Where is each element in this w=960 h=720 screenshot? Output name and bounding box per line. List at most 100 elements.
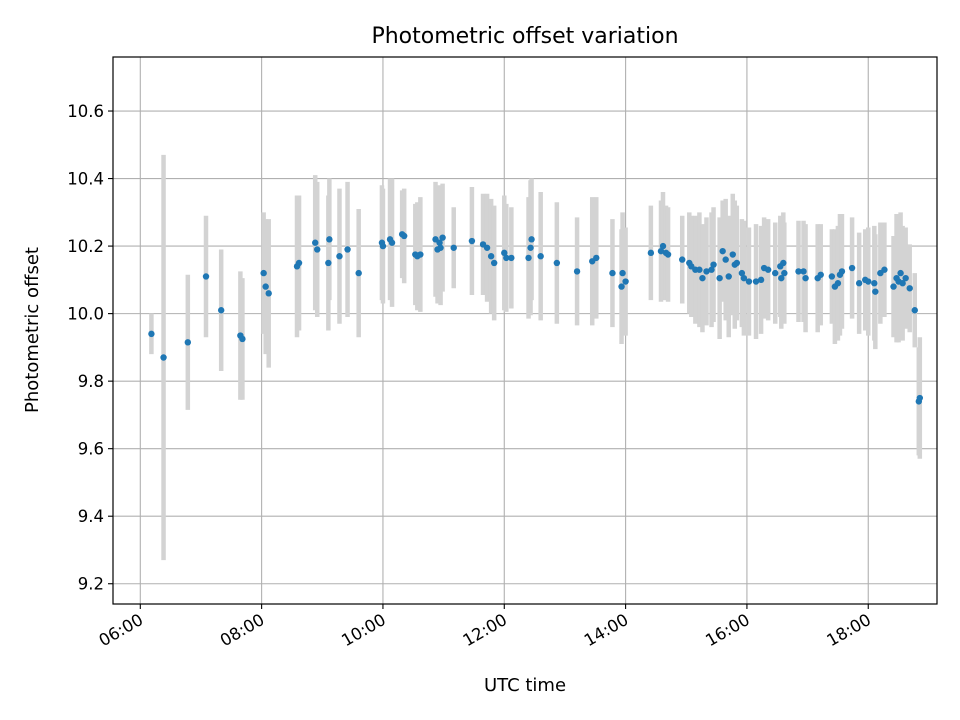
data-point (708, 266, 715, 273)
data-point (911, 307, 918, 314)
data-points (148, 231, 924, 405)
data-point (439, 234, 446, 241)
data-point (722, 256, 729, 263)
data-point (778, 274, 785, 282)
data-point (916, 394, 924, 402)
data-point (417, 251, 424, 258)
data-point (148, 330, 155, 338)
data-point (802, 274, 809, 282)
plot-frame (112, 56, 938, 605)
data-point (906, 285, 913, 292)
data-point (800, 268, 807, 275)
data-point (468, 237, 476, 245)
data-point (260, 269, 267, 277)
y-tick-label: 10.0 (67, 305, 104, 324)
data-point (184, 339, 192, 346)
data-point (719, 247, 726, 255)
data-point (483, 244, 491, 251)
data-point (817, 271, 824, 278)
data-point (487, 253, 495, 260)
data-point (437, 244, 444, 251)
data-point (871, 280, 878, 287)
data-point (657, 247, 665, 255)
data-point (379, 242, 387, 250)
data-point (828, 273, 836, 280)
data-point (528, 236, 535, 243)
data-point (573, 268, 581, 275)
data-point (679, 256, 686, 263)
data-point (326, 236, 333, 243)
y-tick-label: 10.4 (67, 170, 104, 189)
data-point (716, 274, 723, 282)
data-point (733, 259, 741, 267)
data-point (262, 283, 269, 290)
data-point (202, 273, 210, 280)
data-point (450, 244, 457, 251)
data-point (619, 269, 626, 277)
data-point (899, 280, 906, 287)
data-point (622, 278, 629, 285)
data-point (752, 278, 760, 285)
data-point (764, 266, 772, 273)
data-point (696, 266, 703, 273)
data-point (508, 254, 515, 262)
data-point (699, 274, 706, 282)
data-point (897, 269, 904, 277)
data-point (160, 354, 167, 361)
y-tick-label: 9.2 (78, 575, 104, 594)
data-point (527, 244, 534, 251)
data-point (729, 251, 736, 258)
y-axis-ticks: 9.2 9.4 9.6 9.8 10.0 10.2 10.4 10.6 (67, 102, 113, 594)
data-point (745, 278, 753, 285)
y-axis-label: Photometric offset (22, 247, 43, 413)
data-point (659, 242, 667, 250)
data-point (314, 246, 321, 253)
data-point (336, 253, 343, 260)
data-point (265, 290, 272, 297)
data-point (217, 307, 225, 314)
data-point (838, 268, 846, 275)
data-point (703, 268, 710, 275)
data-point (490, 259, 498, 267)
data-point (239, 335, 246, 343)
chart-title: Photometric offset variation (371, 24, 678, 49)
data-point (295, 259, 303, 267)
data-point (325, 259, 332, 267)
data-point (388, 239, 396, 246)
y-tick-label: 9.8 (78, 372, 104, 391)
data-point (664, 251, 672, 258)
data-point (781, 269, 788, 277)
data-point (553, 259, 561, 267)
data-point (344, 246, 351, 253)
data-point (890, 283, 897, 290)
data-point (725, 273, 732, 280)
data-point (872, 288, 879, 295)
data-point (757, 276, 765, 284)
y-tick-label: 9.4 (78, 507, 104, 526)
data-point (740, 274, 748, 282)
data-point (609, 269, 616, 277)
data-point (738, 269, 746, 277)
data-point (780, 259, 787, 267)
data-point (400, 232, 408, 240)
data-point (834, 280, 842, 287)
data-point (537, 253, 544, 260)
data-point (593, 254, 600, 262)
data-point (902, 274, 909, 282)
data-point (503, 254, 510, 262)
data-point (848, 264, 856, 272)
data-point (501, 249, 508, 257)
y-tick-label: 9.6 (78, 440, 104, 459)
data-point (312, 239, 319, 246)
data-point (710, 261, 717, 268)
data-point (647, 249, 655, 257)
data-point (865, 278, 872, 285)
y-tick-label: 10.2 (67, 237, 104, 256)
data-point (355, 269, 362, 277)
y-tick-label: 10.6 (67, 102, 104, 121)
data-point (436, 239, 443, 246)
data-point (525, 254, 532, 262)
data-point (772, 269, 779, 277)
